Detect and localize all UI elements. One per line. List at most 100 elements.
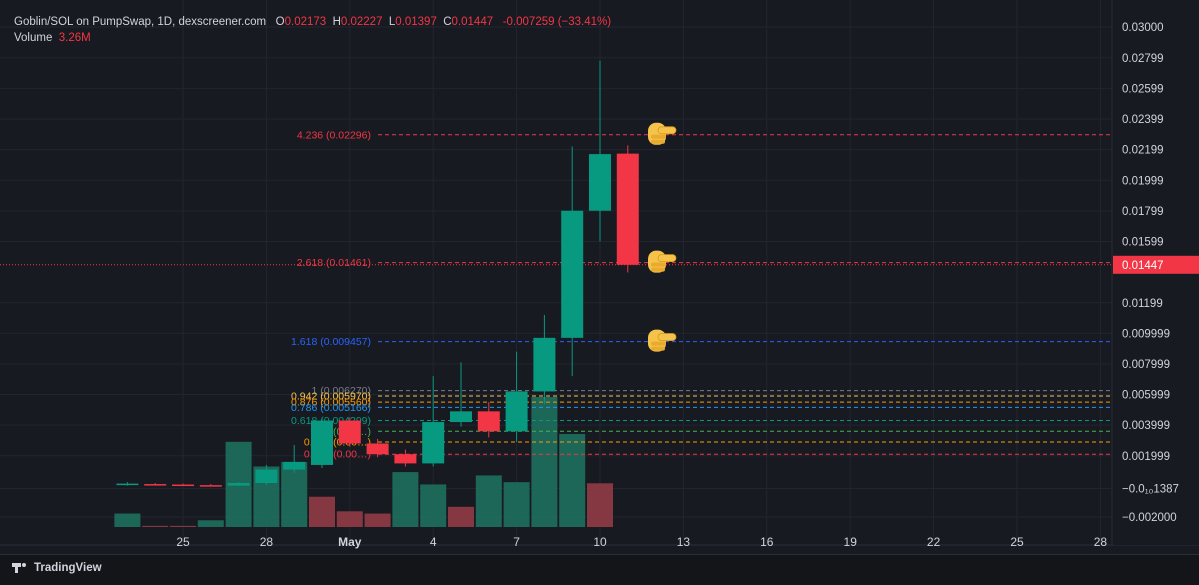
legend: Goblin/SOL on PumpSwap, 1D, dexscreener.… <box>14 14 611 46</box>
time-tick-label: May <box>338 535 362 549</box>
hand-knuckle <box>651 134 666 139</box>
symbol-row: Goblin/SOL on PumpSwap, 1D, dexscreener.… <box>14 14 611 30</box>
hand-knuckle <box>651 341 666 346</box>
candle-body <box>616 153 639 265</box>
price-tick-label: −0.0₁₀1387 <box>1122 483 1179 495</box>
price-tick-label: 0.007999 <box>1122 359 1170 371</box>
hand-knuckle <box>651 262 666 267</box>
footer-bar: TradingView <box>0 554 1199 585</box>
open-value: 0.02173 <box>284 16 327 28</box>
candle-body <box>199 485 222 487</box>
last-price-label: 0.01447 <box>1122 260 1164 272</box>
candle-body <box>227 483 250 486</box>
price-tick-label: 0.02599 <box>1122 83 1164 95</box>
hand-knuckle <box>651 139 665 144</box>
volume-bar <box>364 513 391 527</box>
close-value: 0.01447 <box>451 16 494 28</box>
volume-bar <box>448 506 474 527</box>
volume-bar <box>420 484 447 527</box>
price-tick-label: 0.005999 <box>1122 390 1170 402</box>
time-tick-label: 7 <box>513 535 520 549</box>
volume-bar <box>309 496 335 527</box>
fib-level-label: 0.876 (0.005560) <box>291 397 371 409</box>
hand-knuckle <box>651 346 665 351</box>
tradingview-logo[interactable]: TradingView <box>12 562 102 574</box>
price-tick-label: 0.01599 <box>1122 237 1164 249</box>
price-tick-label: 0.009999 <box>1122 328 1170 340</box>
candle-body <box>533 337 556 392</box>
volume-bar <box>503 482 530 527</box>
high-value: 0.02227 <box>340 16 383 28</box>
change-value: -0.007259 (−33.41%) <box>502 16 612 28</box>
candle-body <box>422 422 445 464</box>
last-price-badge <box>1113 255 1199 274</box>
low-value: 0.01397 <box>395 16 437 28</box>
fib-level-label: 4.236 (0.02296) <box>297 129 371 141</box>
volume-value: 3.26M <box>58 32 91 44</box>
tradingview-logo-icon <box>12 563 28 573</box>
price-tick-label: −0.002000 <box>1122 512 1177 524</box>
fib-level-label: 0.786 (0.005166) <box>291 402 371 414</box>
price-tick-label: 0.02399 <box>1122 114 1164 126</box>
volume-label: Volume <box>14 32 53 44</box>
fib-level-label: 2.618 (0.01461) <box>297 257 371 269</box>
fib-level-label: 1 (0.006270) <box>311 385 371 397</box>
volume-bar <box>531 397 558 527</box>
candle-body <box>366 443 389 455</box>
candlesticks <box>116 60 639 487</box>
price-tick-label: 0.02799 <box>1122 53 1164 65</box>
price-tick-label: 0.01999 <box>1122 175 1164 187</box>
price-tick-label: 0.001999 <box>1122 451 1170 463</box>
volume-bar <box>142 525 169 527</box>
time-tick-label: 28 <box>260 535 274 549</box>
time-tick-label: 16 <box>760 535 774 549</box>
hand-finger <box>657 333 677 341</box>
price-tick-label: 0.02199 <box>1122 145 1164 157</box>
price-tick-label: 0.003999 <box>1122 420 1170 432</box>
hand-knuckle <box>651 267 665 272</box>
price-tick-label: 0.03000 <box>1122 22 1164 34</box>
volume-bar <box>114 513 141 527</box>
candle-body <box>311 420 333 465</box>
volume-bar <box>587 483 613 527</box>
time-axis: 25 28 May 4 7 10 13 16 19 22 25 28 <box>176 535 1107 549</box>
volume-bar <box>197 520 224 527</box>
pointing-hand-icon <box>648 329 677 352</box>
low-label: L <box>388 16 396 28</box>
candle-body <box>172 484 194 487</box>
volume-row: Volume 3.26M <box>14 30 611 46</box>
time-tick-label: 25 <box>176 535 190 549</box>
symbol-title: Goblin/SOL on PumpSwap, 1D, dexscreener.… <box>14 16 267 28</box>
time-tick-label: 4 <box>430 535 437 549</box>
candle-body <box>116 483 139 486</box>
pointing-hand-icon <box>648 122 677 145</box>
volume-bar <box>392 472 419 527</box>
time-tick-label: 13 <box>677 535 691 549</box>
candle-body <box>283 461 306 470</box>
time-tick-label: 19 <box>844 535 858 549</box>
brand-name: TradingView <box>34 562 102 574</box>
pointing-hand-icon <box>648 250 677 273</box>
fib-level-label: 1.618 (0.009457) <box>291 336 371 348</box>
fib-level-label: 0.942 (0.005970) <box>291 391 371 403</box>
annotation-hands <box>648 122 677 352</box>
candle-body <box>561 210 584 338</box>
volume-bar <box>170 525 196 527</box>
time-tick-label: 25 <box>1010 535 1024 549</box>
hand-finger <box>657 254 677 263</box>
candle-body <box>144 484 167 486</box>
candle-body <box>505 391 528 432</box>
time-tick-label: 10 <box>593 535 607 549</box>
candle-body <box>338 420 361 444</box>
time-tick-label: 28 <box>1094 535 1108 549</box>
volume-bar <box>475 475 502 527</box>
candle-body <box>394 454 417 464</box>
candle-body <box>255 469 278 484</box>
volume-bar <box>281 462 308 527</box>
close-label: C <box>443 16 452 28</box>
volume-bar <box>336 511 363 527</box>
candle-body <box>450 411 472 423</box>
price-tick-label: 0.01799 <box>1122 206 1164 218</box>
candle-body <box>589 154 611 211</box>
